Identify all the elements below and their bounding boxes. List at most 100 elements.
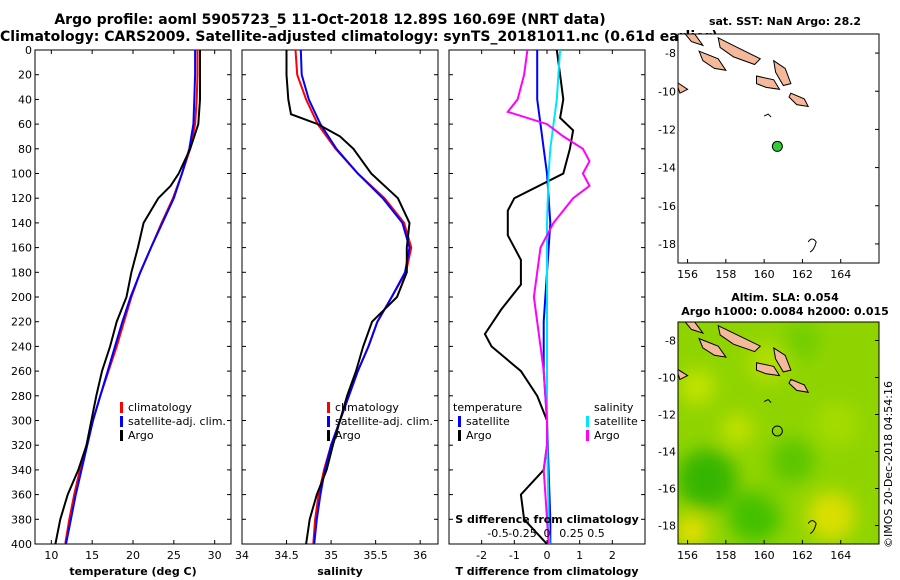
y-tick-label: 260 — [11, 365, 32, 378]
salinity-legend-swatch — [327, 430, 330, 441]
sla_map-x-tick-label: 156 — [677, 549, 698, 562]
island — [678, 368, 689, 381]
sla_map-y-tick-label: -10 — [658, 372, 676, 385]
y-tick-label: 100 — [11, 168, 32, 181]
reef-outline — [763, 398, 772, 403]
sst_map-x-tick-label: 156 — [677, 268, 698, 281]
sla_map-panel: 156 158 160 162 164 -8 -10 -12 -14 -16 -18 — [658, 321, 880, 562]
y-tick-label: 0 — [25, 44, 32, 57]
legend-salinity-label: satellite — [594, 415, 638, 428]
sst_map-y-tick-label: -10 — [658, 85, 676, 98]
island — [773, 59, 792, 87]
temperature-legend-label: satellite-adj. clim. — [128, 415, 226, 428]
sla-anomaly-patch — [721, 413, 754, 446]
y-tick-label: 360 — [11, 489, 32, 502]
y-tick-label: 40 — [18, 93, 32, 106]
difference-series-salinity-argo — [506, 50, 591, 544]
y-tick-label: 300 — [11, 415, 32, 428]
temperature-x-axis-label: temperature (deg C) — [69, 565, 196, 578]
title-line-2: Climatology: CARS2009. Satellite-adjuste… — [0, 29, 718, 45]
argo-profile-marker — [771, 140, 783, 152]
difference-extras: S difference from climatology-0.5 -0.25 0 0… — [453, 401, 639, 540]
legend-temperature-swatch — [458, 416, 461, 427]
temperature-x-tick-label: 15 — [85, 549, 99, 562]
salinity-x-tick-label: 35.5 — [363, 549, 388, 562]
salinity-series-satellite-adj-clim- — [299, 50, 411, 544]
sla_map-x-tick-label: 162 — [792, 549, 813, 562]
island — [756, 75, 781, 90]
y-tick-label: 280 — [11, 390, 32, 403]
s-tick-label: -0.25 — [508, 527, 536, 540]
temperature-legend-swatch — [120, 430, 123, 441]
island — [717, 324, 762, 353]
salinity-legend-swatch — [327, 402, 330, 413]
y-tick-label: 240 — [11, 340, 32, 353]
argo-profile-marker — [771, 425, 783, 437]
legend-salinity-swatch — [586, 430, 589, 441]
sst_map-content — [678, 34, 817, 253]
temperature-panel: 0 20 40 60 80 100 120 140 160 180 200 220 240 260 280 3… — [11, 44, 232, 578]
sla_map-x-tick-label: 160 — [754, 549, 775, 562]
y-tick-label: 180 — [11, 266, 32, 279]
s-tick-label: 0.5 — [587, 527, 605, 540]
salinity-x-tick-label: 34 — [235, 549, 249, 562]
difference-series-group — [483, 50, 591, 544]
sst-map-title: sat. SST: NaN Argo: 28.2 — [708, 15, 862, 28]
y-tick-label: 80 — [18, 143, 32, 156]
temperature-legend-label: climatology — [128, 401, 192, 414]
difference-x-axis-label: T difference from climatology — [455, 565, 638, 578]
island — [756, 362, 781, 377]
legend-temperature-swatch — [458, 430, 461, 441]
sla_map-y-tick-label: -8 — [665, 335, 676, 348]
salinity-panel: 34 34.5 35 35.5 36 salinity — [235, 49, 439, 578]
sst_map-x-tick-label: 162 — [792, 268, 813, 281]
y-tick-label: 380 — [11, 513, 32, 526]
y-tick-label: 200 — [11, 291, 32, 304]
sst_map-frame — [677, 33, 880, 264]
sst_map-x-tick-label: 164 — [830, 268, 851, 281]
salinity-series-group — [285, 50, 413, 544]
sst_map-y-tick-label: -14 — [658, 162, 676, 175]
sla-map-title: Altim. SLA: 0.054 — [731, 291, 839, 304]
legend-salinity-label: Argo — [594, 429, 620, 442]
sla_map-content — [678, 322, 859, 544]
sst_map-y-tick-label: -12 — [658, 123, 676, 136]
temperature-series-argo — [54, 50, 201, 544]
temperature-x-tick-label: 20 — [126, 549, 140, 562]
salinity-x-tick-label: 36 — [413, 549, 427, 562]
salinity-legend-label: Argo — [335, 429, 361, 442]
y-tick-label: 160 — [11, 242, 32, 255]
reef-outline — [763, 113, 772, 118]
temperature-series-satellite-adj-clim- — [65, 50, 197, 544]
legend-salinity-title: salinity — [594, 401, 634, 414]
y-tick-label: 340 — [11, 464, 32, 477]
island — [698, 50, 727, 71]
sla-anomaly-patch — [728, 490, 781, 543]
salinity-series-argo — [285, 50, 411, 544]
difference-series-salinity-satellite — [546, 50, 562, 544]
salinity-x-tick-label: 35 — [324, 549, 338, 562]
temperature-series-group — [54, 50, 201, 544]
salinity-x-tick-label: 34.5 — [274, 549, 299, 562]
sst_map-panel: 156 158 160 162 164 -8 -10 -12 -14 -16 -18 — [658, 33, 880, 281]
salinity-legend-swatch — [327, 416, 330, 427]
legend-salinity-swatch — [586, 416, 589, 427]
sst_map-y-tick-label: -18 — [658, 238, 676, 251]
salinity-axes-frame — [241, 49, 439, 545]
s-tick-label: 0 — [544, 527, 551, 540]
legend-temperature-title: temperature — [453, 401, 522, 414]
island — [684, 34, 705, 47]
island — [717, 36, 762, 66]
y-tick-label: 220 — [11, 316, 32, 329]
salinity-legend-label: satellite-adj. clim. — [335, 415, 433, 428]
island — [684, 322, 705, 335]
y-tick-label: 320 — [11, 439, 32, 452]
sst_map-x-tick-label: 160 — [754, 268, 775, 281]
y-tick-label: 20 — [18, 69, 32, 82]
sla_map-y-tick-label: -18 — [658, 520, 676, 533]
sst_map-x-tick-label: 158 — [715, 268, 736, 281]
temperature-x-tick-label: 10 — [44, 549, 58, 562]
s-tick-label: 0.25 — [559, 527, 584, 540]
